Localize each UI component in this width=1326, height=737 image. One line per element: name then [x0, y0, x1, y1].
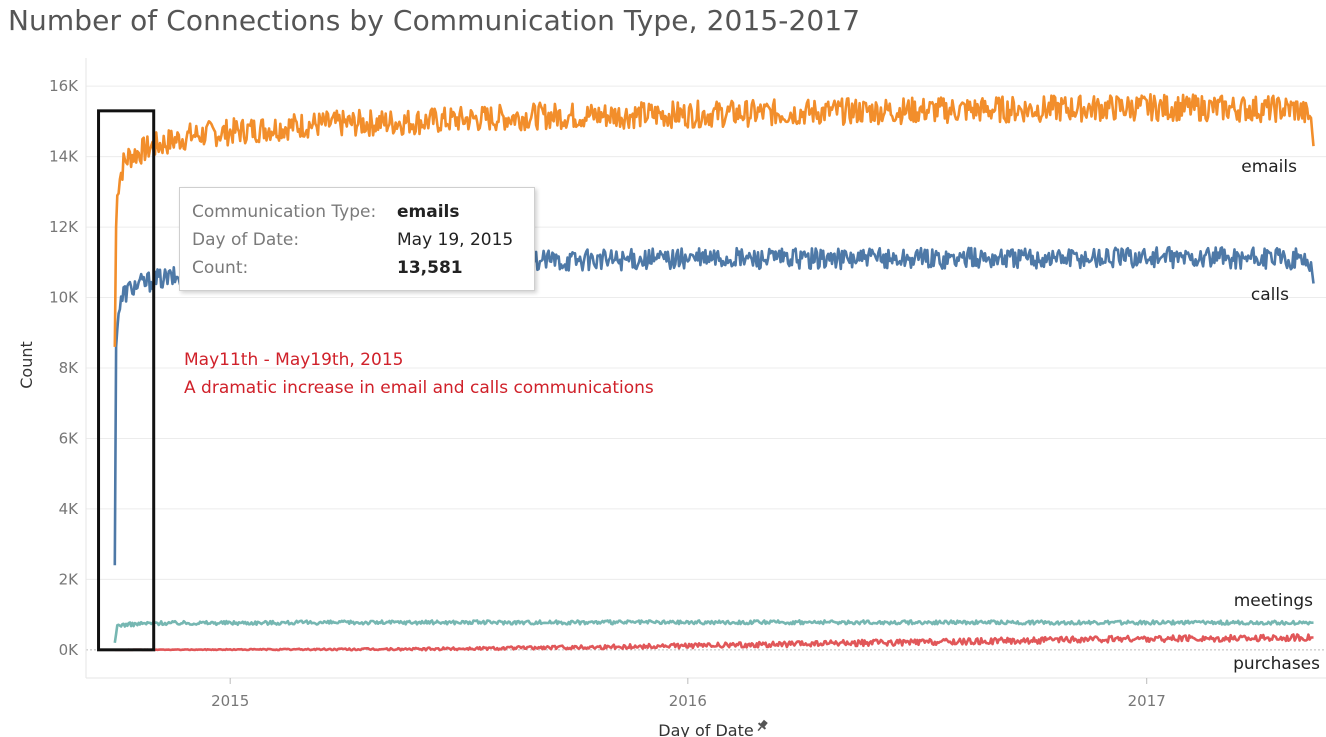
x-axis-ticks: 2015 2016 2017: [211, 678, 1166, 710]
series-line-purchases: [114, 633, 1314, 652]
y-tick-label: 10K: [49, 289, 79, 307]
grid-lines: [85, 58, 1326, 679]
x-tick-label: 2015: [211, 692, 249, 710]
series-label-emails: emails: [1241, 157, 1297, 177]
y-tick-label: 16K: [49, 77, 79, 95]
y-tick-label: 0K: [59, 641, 80, 659]
tooltip-val-type: emails: [397, 202, 460, 222]
series-label-purchases: purchases: [1233, 654, 1320, 674]
tooltip-key-date: Day of Date:: [192, 230, 300, 250]
x-tick-label: 2016: [669, 692, 707, 710]
tooltip: Communication Type: emails Day of Date: …: [179, 187, 535, 291]
y-tick-label: 6K: [59, 429, 80, 447]
y-tick-label: 4K: [59, 500, 80, 518]
y-axis-title: Count: [17, 341, 36, 389]
y-axis-ticks: 0K 2K 4K 6K 8K 10K 12K 14K 16K: [49, 77, 79, 659]
chart-title: Number of Connections by Communication T…: [8, 4, 861, 37]
x-axis-title: Day of Date: [658, 721, 753, 737]
tooltip-val-date: May 19, 2015: [397, 230, 514, 250]
y-tick-label: 14K: [49, 148, 79, 166]
pin-icon[interactable]: [755, 719, 770, 734]
series-label-calls: calls: [1251, 285, 1289, 305]
series-line-meetings: [113, 619, 1314, 643]
y-tick-label: 8K: [59, 359, 80, 377]
annotation-line-1: May11th - May19th, 2015: [184, 350, 403, 370]
annotation-line-2: A dramatic increase in email and calls c…: [184, 378, 654, 398]
series-line-calls: [113, 245, 1315, 566]
y-tick-label: 12K: [49, 218, 79, 236]
tooltip-val-count: 13,581: [397, 258, 463, 278]
tooltip-key-type: Communication Type:: [192, 202, 377, 222]
series-lines: [113, 93, 1315, 652]
x-tick-label: 2017: [1128, 692, 1166, 710]
y-tick-label: 2K: [59, 570, 80, 588]
tooltip-key-count: Count:: [192, 258, 249, 278]
highlight-box: [97, 109, 156, 652]
series-line-emails: [113, 93, 1315, 347]
series-label-meetings: meetings: [1234, 591, 1313, 611]
